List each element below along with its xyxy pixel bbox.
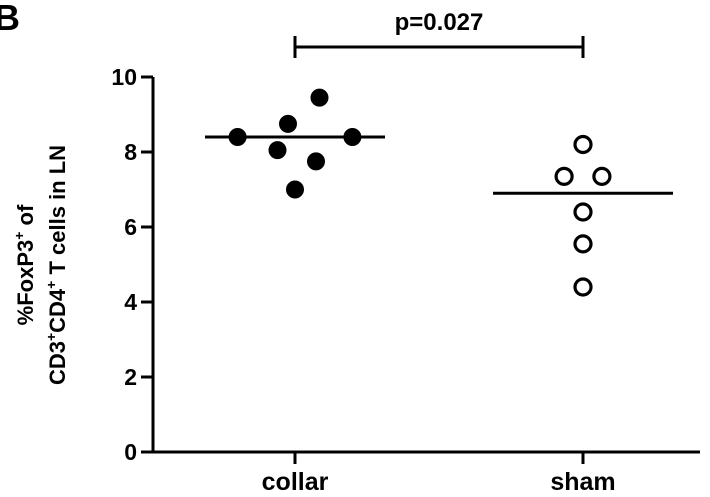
p-value-label: p=0.027	[395, 9, 484, 36]
x-tick-label-collar: collar	[262, 468, 329, 496]
y-axis-label-line1: %FoxP3+ of	[11, 204, 38, 325]
panel-label: B	[0, 0, 20, 38]
collar-data-point	[310, 88, 329, 107]
sham-data-point	[573, 134, 593, 155]
sham-data-point	[573, 234, 593, 254]
y-tick-label: 10	[111, 64, 137, 90]
collar-data-point	[279, 114, 297, 133]
y-tick-label: 6	[124, 214, 137, 240]
plot-area: 0 2 4 6 8 10 collar sham p=0.027	[111, 9, 700, 496]
sham-data-point	[573, 202, 593, 222]
collar-data-point	[307, 152, 325, 171]
y-axis-label-line2: CD3+CD4+ T cells in LN	[43, 145, 70, 385]
sham-data-point	[592, 166, 612, 186]
y-tick-label: 8	[124, 139, 137, 165]
y-tick-label: 0	[124, 439, 137, 465]
x-tick-label-sham: sham	[550, 468, 615, 496]
collar-data-point	[286, 180, 304, 199]
collar-data-point	[268, 141, 287, 160]
sham-data-point	[554, 166, 574, 186]
sham-data-point	[573, 277, 593, 297]
y-axis-label: %FoxP3+ of CD3+CD4+ T cells in LN	[11, 145, 70, 385]
y-tick-label: 2	[124, 364, 137, 390]
y-tick-label: 4	[124, 289, 137, 315]
